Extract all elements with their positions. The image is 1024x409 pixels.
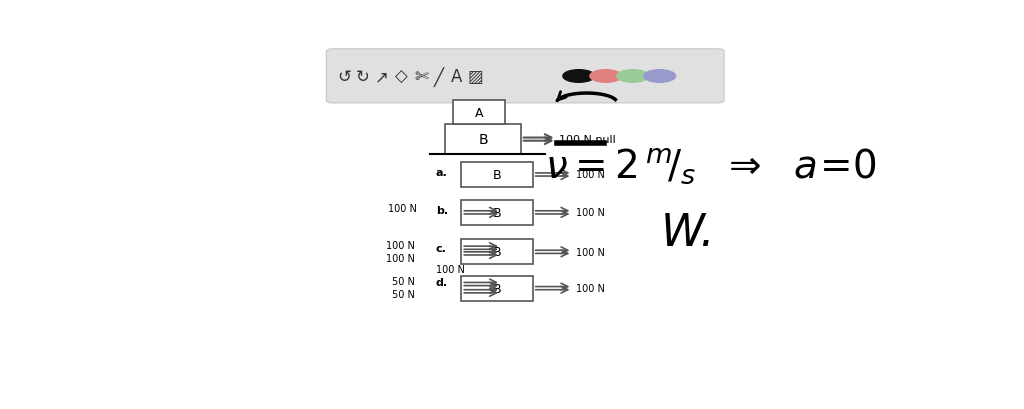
Text: $\nu = 2\,^{m}\!/_{s}\ \ \Rightarrow\ \ a\!=\!0$: $\nu = 2\,^{m}\!/_{s}\ \ \Rightarrow\ \ … — [545, 146, 878, 185]
Text: A: A — [451, 68, 462, 86]
Text: B: B — [493, 282, 502, 295]
Circle shape — [644, 70, 676, 83]
Text: 100 N: 100 N — [577, 283, 605, 293]
Text: 100 N: 100 N — [386, 240, 416, 250]
Circle shape — [590, 70, 622, 83]
Text: 50 N: 50 N — [392, 276, 416, 286]
Text: 50 N: 50 N — [392, 289, 416, 299]
Text: 100 N: 100 N — [577, 170, 605, 180]
Circle shape — [616, 70, 648, 83]
Bar — [461, 162, 532, 188]
Text: ↺: ↺ — [337, 68, 351, 86]
Bar — [461, 200, 532, 225]
Text: B: B — [493, 207, 502, 219]
Text: 100 N: 100 N — [577, 208, 605, 218]
Text: ◇: ◇ — [395, 68, 409, 86]
Text: 100 N: 100 N — [388, 204, 417, 214]
Text: B: B — [493, 169, 502, 182]
Text: a.: a. — [436, 168, 447, 178]
Text: ▨: ▨ — [468, 68, 483, 86]
Text: ↻: ↻ — [356, 68, 370, 86]
Text: 100 N: 100 N — [436, 265, 465, 274]
Bar — [461, 276, 532, 301]
Text: 100 N: 100 N — [386, 253, 416, 263]
Text: ✄: ✄ — [415, 68, 429, 86]
Text: B: B — [493, 246, 502, 259]
Bar — [461, 240, 532, 265]
Text: 100 N: 100 N — [577, 247, 605, 257]
Text: B: B — [478, 133, 488, 146]
FancyBboxPatch shape — [327, 50, 724, 103]
Text: A: A — [475, 106, 483, 119]
Text: W.: W. — [660, 212, 715, 255]
Text: b.: b. — [436, 205, 449, 215]
Text: 100 N pull: 100 N pull — [559, 135, 615, 145]
Bar — [454, 101, 505, 125]
Text: ╱: ╱ — [434, 67, 444, 87]
Bar — [445, 125, 521, 155]
Circle shape — [563, 70, 595, 83]
Text: ↗: ↗ — [375, 68, 389, 86]
Text: c.: c. — [436, 243, 446, 253]
Text: d.: d. — [436, 278, 449, 288]
